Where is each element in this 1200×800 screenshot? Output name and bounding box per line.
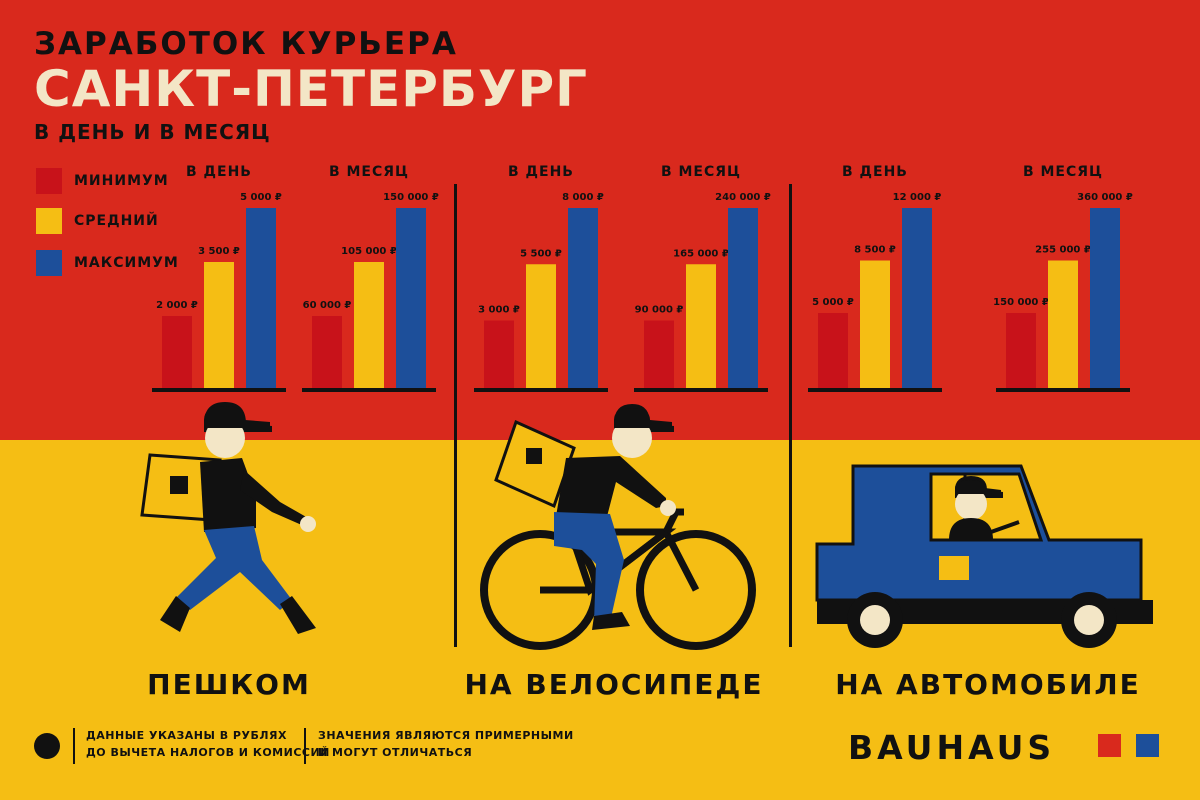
footer-note-1: ДАННЫЕ УКАЗАНЫ В РУБЛЯХ ДО ВЫЧЕТА НАЛОГО…	[86, 727, 330, 761]
chart-bike-day-value-label-avg: 5 500 ₽	[520, 248, 562, 259]
chart-bike-day-baseline	[474, 388, 608, 392]
footer-note-2-line-1: ЗНАЧЕНИЯ ЯВЛЯЮТСЯ ПРИМЕРНЫМИ	[318, 729, 574, 742]
footer-divider-1	[73, 728, 75, 764]
chart-car-day-bar-max	[902, 208, 932, 388]
chart-walk-month-bar-max	[396, 208, 426, 388]
walking-courier-icon	[140, 402, 316, 634]
delivery-van-icon	[815, 464, 1153, 648]
chart-car-month-bar-max	[1090, 208, 1120, 388]
chart-car-month-value-label-avg: 255 000 ₽	[1035, 245, 1091, 256]
chart-walk-day-bar-min	[162, 316, 192, 388]
chart-walk-month-value-label-min: 60 000 ₽	[303, 300, 352, 311]
chart-car-day-bar-min	[818, 313, 848, 388]
footer-note-1-line-2: ДО ВЫЧЕТА НАЛОГОВ И КОМИССИЙ	[86, 746, 330, 759]
chart-walk-month-bar-min	[312, 316, 342, 388]
column-divider-2	[789, 184, 792, 647]
chart-car-month-value-label-min: 150 000 ₽	[993, 297, 1049, 308]
legend-label-min: МИНИМУМ	[74, 173, 169, 189]
legend-item-min: МИНИМУМ	[36, 168, 169, 194]
cyclist-courier-icon	[480, 404, 756, 650]
mode-label-walk: ПЕШКОМ	[147, 668, 311, 701]
legend-swatch-avg	[36, 208, 62, 234]
legend-label-max: МАКСИМУМ	[74, 255, 179, 271]
chart-bike-day-value-label-max: 8 000 ₽	[562, 192, 604, 203]
title-line-1: ЗАРАБОТОК КУРЬЕРА	[34, 26, 458, 62]
footer-note-1-line-1: ДАННЫЕ УКАЗАНЫ В РУБЛЯХ	[86, 729, 287, 742]
chart-walk-day-subtitle: В ДЕНЬ	[186, 164, 252, 180]
chart-walk-month-bar-avg	[354, 262, 384, 388]
subtitle: В ДЕНЬ И В МЕСЯЦ	[34, 120, 271, 144]
brand-square-red	[1098, 734, 1121, 757]
chart-walk-month-value-label-max: 150 000 ₽	[383, 192, 439, 203]
chart-bike-month-bar-max	[728, 208, 758, 388]
title-city: САНКТ-ПЕТЕРБУРГ	[34, 60, 589, 118]
chart-walk-month-baseline	[302, 388, 436, 392]
chart-walk-month-value-label-avg: 105 000 ₽	[341, 246, 397, 257]
chart-car-day-value-label-min: 5 000 ₽	[812, 297, 854, 308]
footer-divider-2	[304, 728, 306, 764]
chart-car-day-bar-avg	[860, 260, 890, 388]
brand-logo: BAUHAUS	[848, 728, 1056, 767]
chart-bike-day-bar-avg	[526, 264, 556, 388]
legend-swatch-max	[36, 250, 62, 276]
chart-walk-day-value-label-min: 2 000 ₽	[156, 300, 198, 311]
top-red-band	[0, 0, 1200, 440]
chart-bike-month-value-label-avg: 165 000 ₽	[673, 248, 729, 259]
legend-item-avg: СРЕДНИЙ	[36, 208, 159, 234]
chart-car-day-subtitle: В ДЕНЬ	[842, 164, 908, 180]
chart-walk-day-baseline	[152, 388, 286, 392]
chart-bike-day-subtitle: В ДЕНЬ	[508, 164, 574, 180]
chart-bike-day-bar-min	[484, 320, 514, 388]
footer-dot-icon	[34, 733, 60, 759]
chart-car-day-value-label-avg: 8 500 ₽	[854, 245, 896, 256]
chart-bike-day-bar-max	[568, 208, 598, 388]
chart-bike-month-subtitle: В МЕСЯЦ	[661, 164, 741, 180]
legend-swatch-min	[36, 168, 62, 194]
chart-car-month-value-label-max: 360 000 ₽	[1077, 192, 1133, 203]
chart-car-month-bar-avg	[1048, 260, 1078, 388]
footer-note-2-line-2: И МОГУТ ОТЛИЧАТЬСЯ	[318, 746, 473, 759]
chart-bike-month-value-label-min: 90 000 ₽	[635, 305, 684, 316]
chart-bike-day-value-label-min: 3 000 ₽	[478, 305, 520, 316]
legend-item-max: МАКСИМУМ	[36, 250, 179, 276]
chart-car-month-baseline	[996, 388, 1130, 392]
chart-car-month-bar-min	[1006, 313, 1036, 388]
chart-bike-month-baseline	[634, 388, 768, 392]
chart-car-day-value-label-max: 12 000 ₽	[893, 192, 942, 203]
column-divider-1	[454, 184, 457, 647]
chart-walk-day-bar-max	[246, 208, 276, 388]
chart-walk-day-bar-avg	[204, 262, 234, 388]
brand-square-blue	[1136, 734, 1159, 757]
chart-car-month-subtitle: В МЕСЯЦ	[1023, 164, 1103, 180]
chart-walk-month-subtitle: В МЕСЯЦ	[329, 164, 409, 180]
chart-bike-month-bar-min	[644, 320, 674, 388]
mode-label-car: НА АВТОМОБИЛЕ	[835, 668, 1141, 701]
chart-walk-day-value-label-max: 5 000 ₽	[240, 192, 282, 203]
chart-car-day-baseline	[808, 388, 942, 392]
legend-label-avg: СРЕДНИЙ	[74, 213, 159, 229]
chart-walk-day-value-label-avg: 3 500 ₽	[198, 246, 240, 257]
chart-bike-month-bar-avg	[686, 264, 716, 388]
chart-bike-month-value-label-max: 240 000 ₽	[715, 192, 771, 203]
footer-note-2: ЗНАЧЕНИЯ ЯВЛЯЮТСЯ ПРИМЕРНЫМИ И МОГУТ ОТЛ…	[318, 727, 574, 761]
mode-label-bike: НА ВЕЛОСИПЕДЕ	[464, 668, 764, 701]
